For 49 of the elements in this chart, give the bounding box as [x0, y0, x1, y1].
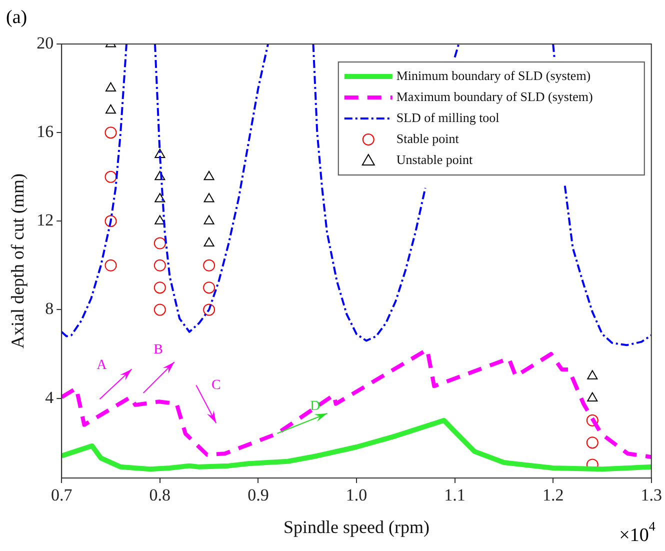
x-tick-label: 0.7 — [50, 486, 73, 505]
point — [104, 215, 117, 228]
annotation: A — [96, 358, 108, 373]
legend-label: SLD of milling tool — [396, 110, 500, 125]
x-axis-title: Spindle speed (rpm) — [284, 516, 430, 537]
point — [204, 170, 214, 180]
point — [154, 237, 166, 250]
y-tick-label: 16 — [36, 122, 54, 142]
legend-label: Maximum boundary of SLD (system) — [396, 88, 593, 104]
y-tick-label: 20 — [36, 33, 54, 52]
point — [154, 282, 166, 294]
point — [154, 148, 166, 158]
y-tick-label: 8 — [45, 299, 54, 318]
legend-label: Stable point — [396, 130, 460, 146]
x-tick-label: 1.2 — [542, 486, 564, 505]
point — [203, 282, 216, 294]
annotation: B — [154, 342, 163, 358]
legend-label: Unstable point — [396, 152, 473, 167]
point — [203, 304, 216, 316]
y-tick-label: 4 — [45, 388, 54, 407]
y-axis-title: Axial depth of cut (mm) — [8, 174, 28, 348]
point — [104, 170, 117, 183]
point — [154, 259, 166, 272]
annotation: D — [310, 399, 320, 414]
point — [587, 370, 598, 380]
point — [587, 392, 598, 402]
point — [586, 414, 598, 426]
x-tick-label: 1.3 — [640, 486, 662, 505]
point — [154, 215, 166, 224]
x-tick-label: 1.0 — [346, 486, 368, 505]
point — [204, 215, 214, 224]
point — [154, 304, 166, 316]
point — [204, 237, 214, 247]
legend-label: Minimum boundary of SLD (system) — [396, 68, 591, 83]
point — [105, 82, 116, 92]
point — [104, 259, 117, 272]
x-tick-label: 0.8 — [149, 486, 171, 505]
x-tick-label: 0.9 — [248, 486, 269, 505]
x-tick-label: 1.1 — [444, 486, 466, 505]
text: (a) — [6, 6, 28, 28]
point — [154, 170, 166, 180]
point — [105, 104, 116, 114]
point — [154, 193, 166, 202]
point — [104, 126, 117, 139]
point — [203, 259, 216, 272]
point — [586, 436, 598, 449]
point — [204, 193, 214, 202]
y-tick-label: 12 — [36, 210, 54, 230]
annotation: C — [211, 378, 221, 393]
